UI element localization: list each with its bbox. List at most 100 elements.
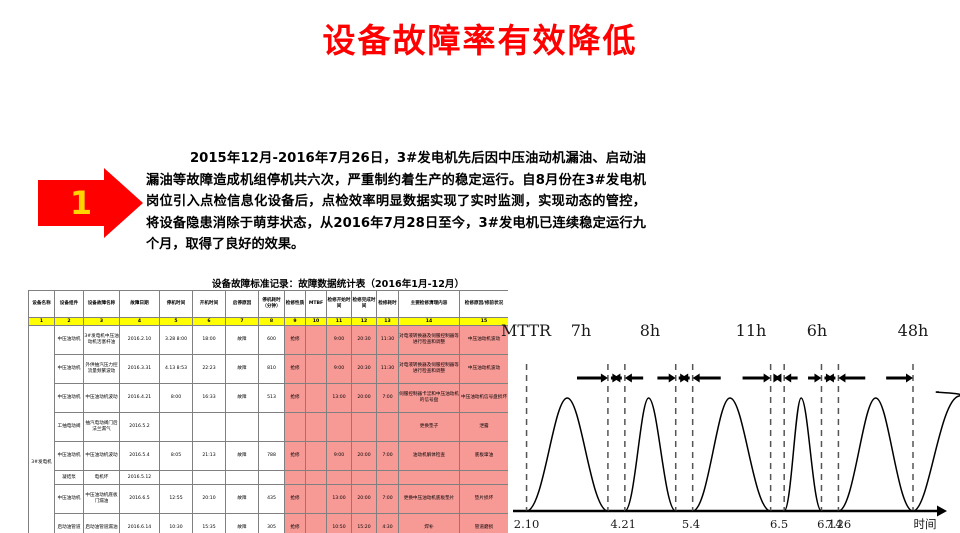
- measure-arrow-head-left: [838, 373, 846, 383]
- table-row: 工抽电动阀 抽汽电动阀门后法兰漏气 2016.5.2 更换垫子 泄露: [29, 412, 508, 442]
- table-col-header: 故障日期: [119, 290, 160, 318]
- table-cell: [225, 470, 259, 485]
- table-cell: [305, 412, 327, 442]
- table-cell: 抽汽电动阀门后法兰漏气: [83, 412, 120, 442]
- table-row: 中压油动机 中压油动机底板门漏油 2016.6.5 12:55 20:10 故障 435 抢修…: [29, 484, 508, 514]
- table-col-header: 主要检修清理内容: [398, 290, 460, 318]
- table-cell: 更换中压油动机底板垫片: [398, 484, 460, 514]
- table-cell: 600: [258, 325, 285, 355]
- fault-record-table: 设备名称 设备组件 设备故障名称 故障日期 停机时间 开机时间 启停原因 停机耗时（分钟） 检修…: [28, 290, 508, 533]
- table-cell: 13:00: [326, 484, 352, 514]
- measure-arrow-head-right: [814, 373, 822, 383]
- table-cell-equipment-name: 3#发电机: [28, 325, 55, 533]
- table-col-header: 设备名称: [28, 290, 55, 318]
- table-cell: [305, 484, 327, 514]
- table-cell: [258, 412, 285, 442]
- chart-hump-curve: [624, 397, 677, 512]
- table-cell: 513: [258, 383, 285, 413]
- measure-arrow-head-left: [681, 373, 689, 383]
- table-cell: [258, 470, 285, 485]
- table-cell: 16:33: [192, 383, 226, 413]
- chart-hump-curve: [838, 397, 914, 512]
- chart-recovery-tail: [912, 391, 960, 512]
- table-cell: 3#发电机中压油动机活塞杆油: [83, 325, 120, 355]
- table-col-number: 5: [159, 317, 193, 326]
- table-cell: 管道磨损: [459, 513, 508, 533]
- table-cell: [305, 513, 327, 533]
- description-paragraph: 2015年12月-2016年7月26日，3#发电机先后因中压油动机漏油、启动油漏…: [146, 151, 646, 252]
- table-cell: 抢修: [284, 441, 306, 471]
- table-cell: 11:30: [376, 325, 399, 355]
- x-axis-tick-label: 5.4: [682, 517, 700, 531]
- table-cell: 20:00: [351, 484, 377, 514]
- table-cell: 7:00: [376, 441, 399, 471]
- chart-hump-curve: [526, 397, 609, 512]
- table-cell: 中压油动机底板门漏油: [83, 484, 120, 514]
- table-cell: 9:00: [326, 441, 352, 471]
- table-cell: 抢修: [284, 325, 306, 355]
- table-cell: 788: [258, 441, 285, 471]
- table-cell: 4.13 8:53: [159, 354, 193, 384]
- table-cell: 启动油管道: [54, 513, 84, 533]
- table-cell: 抢修: [284, 383, 306, 413]
- table-row: 中压油动机 中压油动机波动 2016.4.21 8:00 16:33 故障 513 抢修 13:…: [29, 383, 508, 413]
- table-cell: 8:05: [159, 441, 193, 471]
- table-cell: 20:30: [351, 325, 377, 355]
- table-cell: 抢修: [284, 484, 306, 514]
- measure-arrow-head-left: [826, 373, 834, 383]
- table-col-header: 启停原因: [225, 290, 259, 318]
- table-cell: 故障: [225, 354, 259, 384]
- table-cell: 810: [258, 354, 285, 384]
- x-axis-tick-label: 7.26: [826, 517, 852, 531]
- table-cell: 9:00: [326, 354, 352, 384]
- measure-arrow-head-right: [600, 373, 608, 383]
- table-cell: 中压油动机: [54, 484, 84, 514]
- table-cell: 对电液转换器及伺服控制器等进行检查和调整: [398, 354, 460, 384]
- table-cell: [225, 412, 259, 442]
- table-cell: 故障: [225, 441, 259, 471]
- table-cell: 7:00: [376, 383, 399, 413]
- table-body: 3#发电机 中压油动机 3#发电机中压油动机活塞杆油 2016.2.10 3.28 8:…: [28, 325, 508, 533]
- mttr-value-label: 6h: [807, 321, 827, 340]
- table-col-header: 设备组件: [54, 290, 84, 318]
- table-row: 凝结泵 电机坏 2016.5.12: [29, 470, 508, 485]
- x-axis-tick-label: 6.14: [817, 517, 843, 531]
- measure-arrow-head-right: [668, 373, 676, 383]
- page-title: 设备故障率有效降低: [322, 21, 638, 60]
- table-col-header: 检修耗时: [376, 290, 399, 318]
- table-col-number: 6: [192, 317, 226, 326]
- table-cell: 8:00: [159, 383, 193, 413]
- table-cell: 故障: [225, 383, 259, 413]
- table-cell: 2016.5.4: [119, 441, 160, 471]
- table-cell: 对电液转换器及伺服控制器等进行检查和调整: [398, 325, 460, 355]
- table-cell: 20:00: [351, 441, 377, 471]
- x-axis-title: 时间: [914, 517, 937, 531]
- table-cell: 4:30: [376, 513, 399, 533]
- table-cell: 底板窜油: [459, 441, 508, 471]
- table-row: 中压油动机 中压油动机波动 2016.5.4 8:05 21:13 故障 788 抢修 9:00…: [29, 441, 508, 471]
- table-col-number: 10: [305, 317, 327, 326]
- table-row: 启动油管道 启动油管道漏油 2016.6.14 10:30 15:35 故障 305 抢修 10…: [29, 513, 508, 533]
- table-col-number: 3: [83, 317, 120, 326]
- table-col-number: 7: [225, 317, 259, 326]
- table-cell: 垫片损坏: [459, 484, 508, 514]
- right-arrow-icon: [38, 168, 143, 238]
- table-cell: 305: [258, 513, 285, 533]
- table-cell: 9:00: [326, 325, 352, 355]
- table-cell: [305, 441, 327, 471]
- table-col-header: MTBF: [305, 290, 327, 318]
- callout-badge: 1: [38, 167, 144, 239]
- table-cell: 故障: [225, 513, 259, 533]
- table-cell: 2016.3.31: [119, 354, 160, 384]
- measure-arrow-head-left: [692, 373, 700, 383]
- measure-arrow-head-right: [906, 373, 913, 383]
- table-cell: 油动机解体检查: [398, 441, 460, 471]
- table-cell: 焊补: [398, 513, 460, 533]
- mttr-chart: MTTR 7h 8h 11h 6h 48h 2.10 4.21 5.4 6.5 6.14 7.26 时间: [495, 306, 960, 533]
- table-cell: 中压油动机: [54, 354, 84, 384]
- mttr-series-label: MTTR: [501, 321, 552, 340]
- mttr-value-label: 8h: [640, 321, 660, 340]
- table-cell: 2016.5.12: [119, 470, 160, 485]
- table-col-number: 11: [326, 317, 352, 326]
- table-cell: 22:23: [192, 354, 226, 384]
